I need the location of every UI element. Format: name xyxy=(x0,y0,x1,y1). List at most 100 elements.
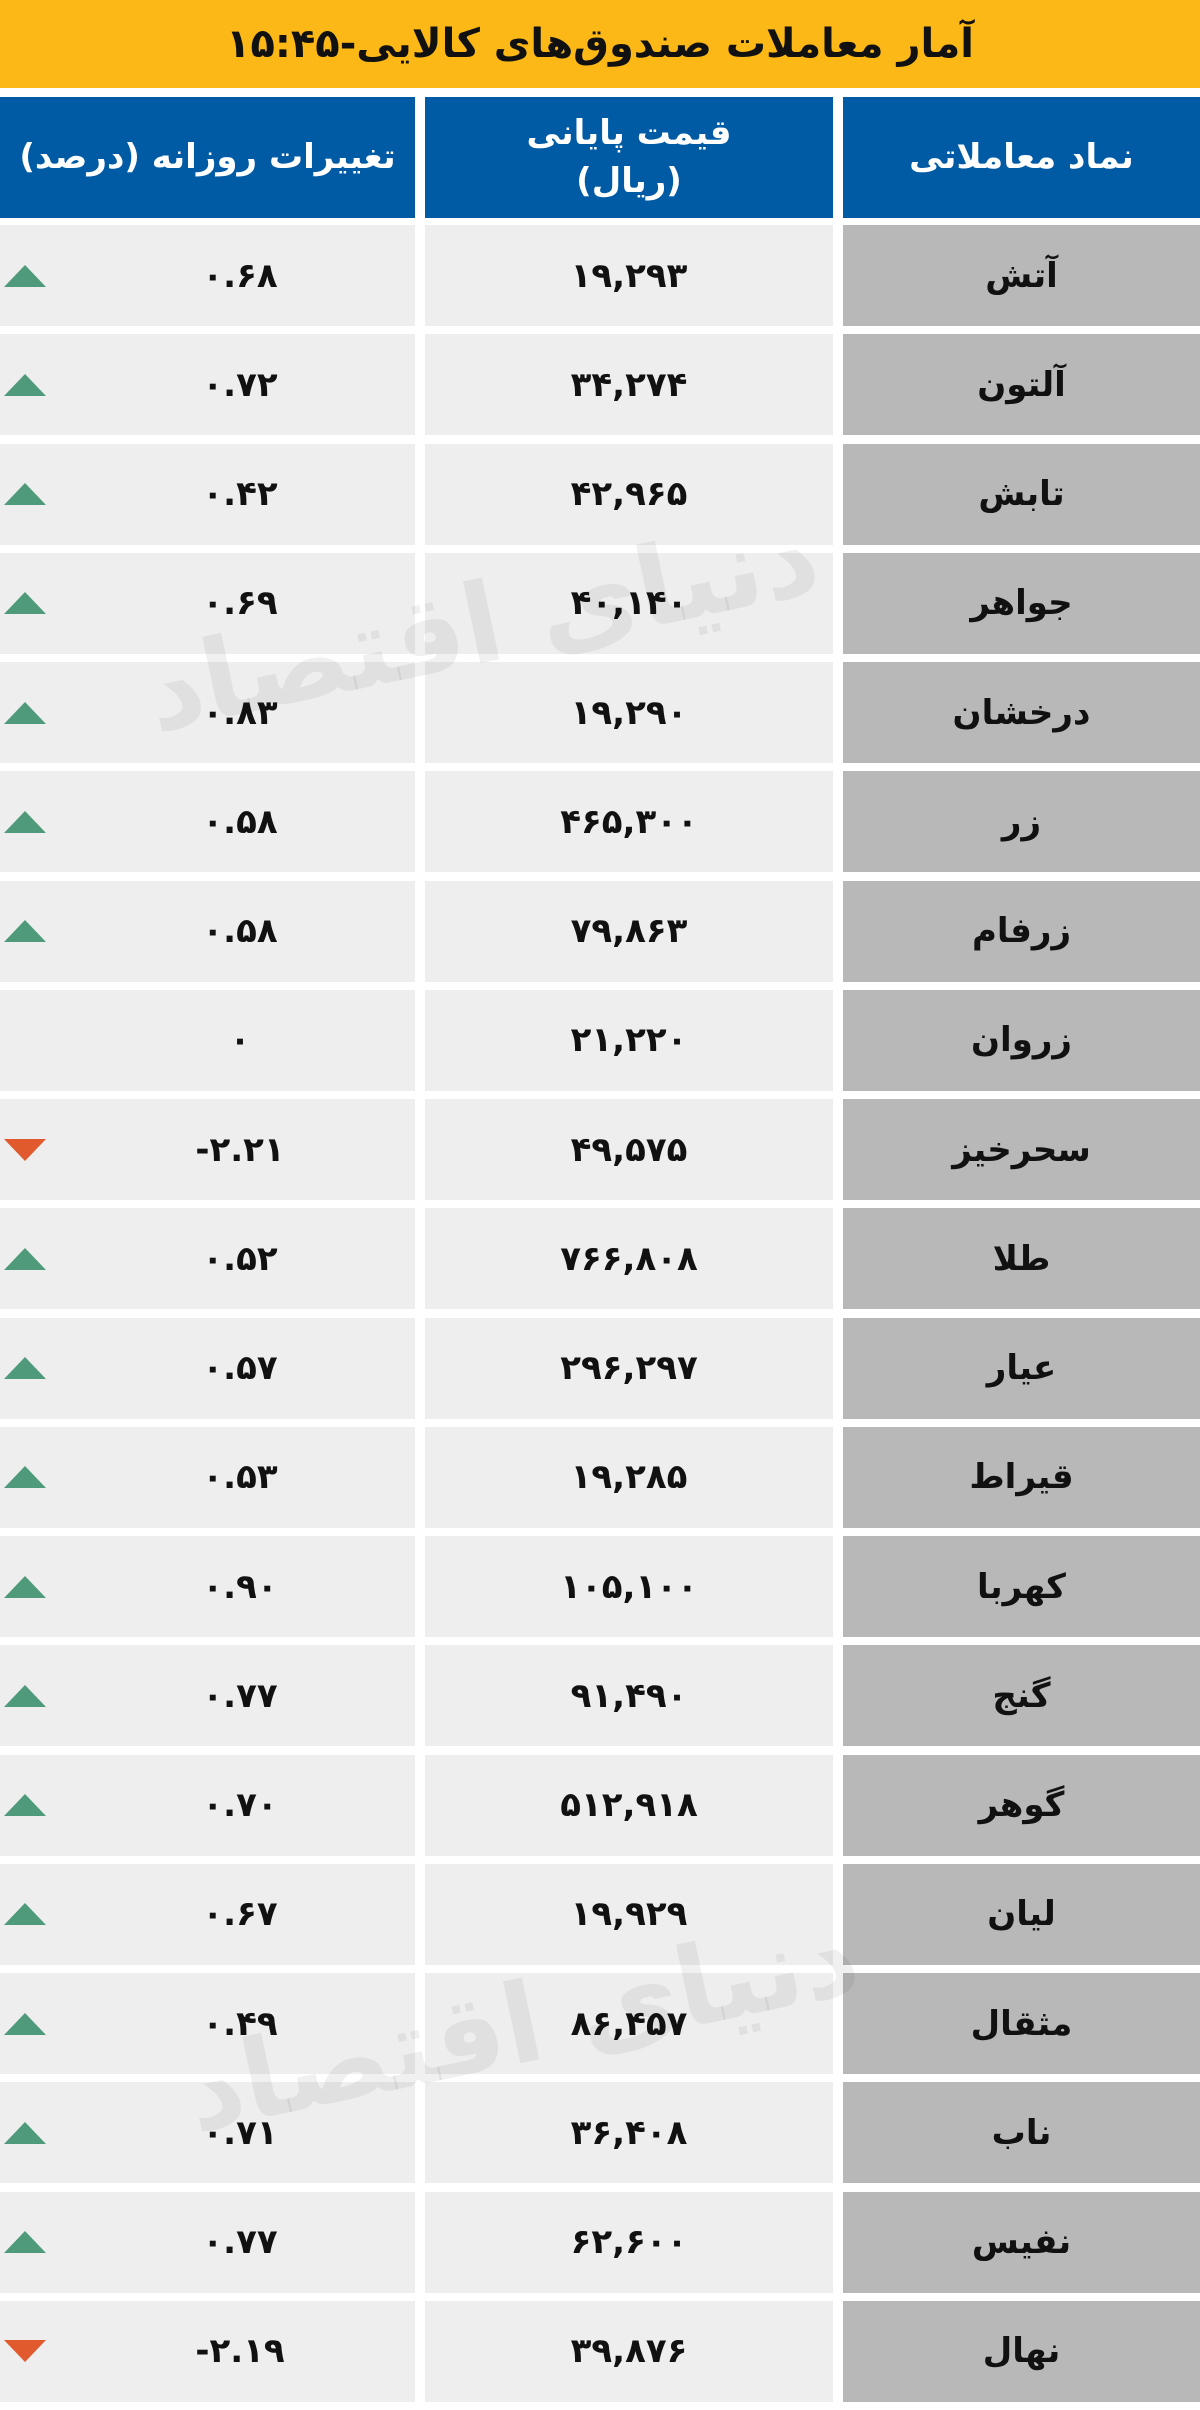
daily-change: -۲.۱۹ xyxy=(195,2331,285,2372)
closing-price: ۹۱,۴۹۰ xyxy=(570,1675,688,1716)
page-title: آمار معاملات صندوق‌های کالایی-۱۵:۴۵ xyxy=(0,0,1200,88)
closing-price: ۳۶,۴۰۸ xyxy=(570,2112,688,2153)
price-cell: ۳۹,۸۷۶ xyxy=(425,2300,833,2402)
symbol-cell: زرفام xyxy=(843,880,1200,982)
closing-price: ۳۴,۲۷۴ xyxy=(570,364,688,405)
closing-price: ۶۲,۶۰۰ xyxy=(570,2222,688,2262)
symbol-name: قیراط xyxy=(969,1457,1074,1498)
closing-price: ۱۹,۹۲۹ xyxy=(570,1894,688,1935)
symbol-name: گنج xyxy=(992,1675,1051,1716)
arrow-up-icon xyxy=(3,1864,47,1965)
daily-change: ۰ xyxy=(229,1020,251,1061)
column-header-price: قیمت پایانی (ریال) xyxy=(425,97,833,218)
change-cell: ۰.۵۷ xyxy=(0,1317,415,1419)
arrow-up-icon xyxy=(3,2192,47,2293)
arrow-down-icon xyxy=(3,1099,47,1200)
arrow-up-icon xyxy=(3,1755,47,1856)
price-cell: ۲۹۶,۲۹۷ xyxy=(425,1317,833,1419)
closing-price: ۱۹,۲۸۵ xyxy=(570,1457,688,1498)
daily-change: ۰.۶۹ xyxy=(202,583,278,624)
change-cell: ۰.۶۹ xyxy=(0,552,415,654)
price-cell: ۵۱۲,۹۱۸ xyxy=(425,1754,833,1856)
symbol-cell: کهربا xyxy=(843,1536,1200,1637)
symbol-cell: نفیس xyxy=(843,2191,1200,2293)
daily-change: ۰.۶۷ xyxy=(202,1894,278,1935)
symbol-cell: گنج xyxy=(843,1645,1200,1747)
arrow-up-icon xyxy=(3,1973,47,2074)
closing-price: ۱۰۵,۱۰۰ xyxy=(560,1566,698,1607)
closing-price: ۲۹۶,۲۹۷ xyxy=(560,1348,698,1388)
table-row: عیار ۲۹۶,۲۹۷ ۰.۵۷ xyxy=(0,1317,1200,1419)
table-row: جواهر ۴۰,۱۴۰ ۰.۶۹ xyxy=(0,552,1200,654)
change-cell: ۰ xyxy=(0,989,415,1091)
daily-change: ۰.۵۳ xyxy=(202,1457,278,1498)
table-row: زروان ۲۱,۲۲۰ ۰ xyxy=(0,989,1200,1091)
symbol-name: ناب xyxy=(991,2112,1052,2153)
daily-change: ۰.۷۷ xyxy=(202,2222,278,2262)
arrow-up-icon xyxy=(3,662,47,763)
price-cell: ۸۶,۴۵۷ xyxy=(425,1973,833,2074)
arrow-down-icon xyxy=(3,2301,47,2402)
column-header-change: تغییرات روزانه (درصد) xyxy=(0,97,415,218)
table-row: قیراط ۱۹,۲۸۵ ۰.۵۳ xyxy=(0,1426,1200,1528)
symbol-cell: نهال xyxy=(843,2300,1200,2402)
change-cell: ۰.۷۰ xyxy=(0,1754,415,1856)
symbol-cell: آتش xyxy=(843,225,1200,326)
daily-change: ۰.۵۲ xyxy=(202,1238,278,1279)
price-cell: ۹۱,۴۹۰ xyxy=(425,1645,833,1747)
change-cell: ۰.۴۲ xyxy=(0,443,415,545)
closing-price: ۴۰,۱۴۰ xyxy=(570,583,688,624)
closing-price: ۴۹,۵۷۵ xyxy=(570,1129,688,1170)
table-row: گنج ۹۱,۴۹۰ ۰.۷۷ xyxy=(0,1645,1200,1747)
symbol-name: طلا xyxy=(992,1238,1051,1279)
symbol-cell: درخشان xyxy=(843,662,1200,763)
change-cell: ۰.۴۹ xyxy=(0,1973,415,2074)
table-row: سحرخیز ۴۹,۵۷۵ -۲.۲۱ xyxy=(0,1099,1200,1200)
column-header-symbol: نماد معاملاتی xyxy=(843,97,1200,218)
arrow-up-icon xyxy=(3,771,47,872)
daily-change: ۰.۷۱ xyxy=(202,2112,278,2153)
symbol-name: آتش xyxy=(985,255,1058,296)
price-cell: ۳۶,۴۰۸ xyxy=(425,2082,833,2184)
symbol-name: زر xyxy=(1001,801,1042,842)
symbol-cell: قیراط xyxy=(843,1426,1200,1528)
price-cell: ۷۶۶,۸۰۸ xyxy=(425,1208,833,1310)
closing-price: ۱۹,۲۹۰ xyxy=(570,692,688,733)
change-cell: ۰.۸۳ xyxy=(0,662,415,763)
price-cell: ۴۹,۵۷۵ xyxy=(425,1099,833,1200)
closing-price: ۵۱۲,۹۱۸ xyxy=(560,1785,698,1825)
table-row: نفیس ۶۲,۶۰۰ ۰.۷۷ xyxy=(0,2191,1200,2293)
symbol-name: عیار xyxy=(986,1348,1057,1388)
table-row: گوهر ۵۱۲,۹۱۸ ۰.۷۰ xyxy=(0,1754,1200,1856)
symbol-name: لیان xyxy=(987,1894,1056,1935)
closing-price: ۸۶,۴۵۷ xyxy=(570,2003,688,2044)
symbol-cell: گوهر xyxy=(843,1754,1200,1856)
daily-change: -۲.۲۱ xyxy=(195,1129,285,1170)
price-cell: ۱۹,۹۲۹ xyxy=(425,1863,833,1965)
arrow-up-icon xyxy=(3,225,47,326)
closing-price: ۴۲,۹۶۵ xyxy=(570,474,688,514)
price-cell: ۱۰۵,۱۰۰ xyxy=(425,1536,833,1637)
change-cell: ۰.۷۱ xyxy=(0,2082,415,2184)
closing-price: ۷۹,۸۶۳ xyxy=(570,911,688,951)
price-cell: ۴۶۵,۳۰۰ xyxy=(425,771,833,873)
symbol-name: مثقال xyxy=(970,2003,1073,2044)
symbol-name: درخشان xyxy=(952,692,1091,733)
price-cell: ۱۹,۲۹۳ xyxy=(425,225,833,326)
symbol-name: زرفام xyxy=(971,911,1072,951)
arrow-up-icon xyxy=(3,881,47,982)
symbol-name: زروان xyxy=(971,1020,1072,1061)
table-row: مثقال ۸۶,۴۵۷ ۰.۴۹ xyxy=(0,1973,1200,2074)
change-cell: ۰.۷۲ xyxy=(0,334,415,436)
arrow-up-icon xyxy=(3,444,47,545)
daily-change: ۰.۶۸ xyxy=(202,255,278,296)
change-cell: ۰.۷۷ xyxy=(0,1645,415,1747)
arrow-up-icon xyxy=(3,553,47,654)
arrow-up-icon xyxy=(3,1318,47,1419)
symbol-cell: سحرخیز xyxy=(843,1099,1200,1200)
daily-change: ۰.۵۷ xyxy=(202,1348,278,1388)
change-cell: ۰.۷۷ xyxy=(0,2191,415,2293)
table-row: آلتون ۳۴,۲۷۴ ۰.۷۲ xyxy=(0,334,1200,436)
price-cell: ۲۱,۲۲۰ xyxy=(425,989,833,1091)
symbol-cell: عیار xyxy=(843,1317,1200,1419)
